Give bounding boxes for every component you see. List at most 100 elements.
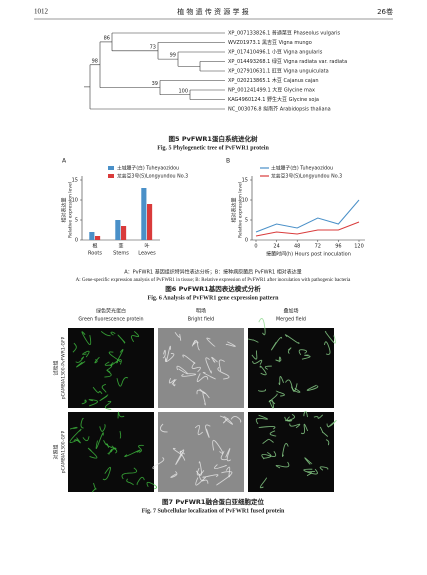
cell-outline	[91, 482, 97, 493]
leaf-label: XP_014493268.1 绿豆 Vigna radiata var. rad…	[228, 58, 347, 65]
leaf-label: XP_007133826.1 普通菜豆 Phaseolus vulgaris	[228, 30, 340, 37]
cell-outline	[303, 468, 318, 475]
cell-outline	[69, 428, 82, 443]
x-tick-label: Stems	[113, 251, 129, 257]
x-tick-label: 叶	[144, 243, 149, 250]
bar	[121, 226, 127, 240]
leaf-label: NP_001241499.1 大豆 Glycine max	[228, 87, 315, 94]
cell-outline	[225, 466, 231, 478]
cell-outline	[73, 437, 81, 444]
cell-outline	[198, 474, 209, 484]
bar	[89, 232, 95, 240]
legend-label: 龙芸豆3号(S)Longyundou No.3	[117, 173, 188, 180]
legend-swatch	[108, 174, 114, 178]
cell-outline	[211, 356, 218, 363]
cell-outline	[298, 349, 308, 356]
cell-outline	[94, 356, 100, 364]
cell-outline	[300, 423, 309, 435]
column-header-en: Merged field	[276, 317, 306, 323]
cell-outline	[106, 443, 118, 454]
cell-outline	[218, 359, 225, 372]
cell-outline	[205, 357, 212, 374]
legend-label: 土城腰子(白) Tuheyaozidou	[271, 165, 333, 172]
y-tick-label: 15	[72, 178, 78, 184]
cell-outline	[121, 467, 138, 480]
cell-outline	[116, 349, 124, 364]
cell-outline	[324, 341, 331, 355]
cell-outline	[196, 468, 205, 476]
bootstrap-value: 100	[178, 88, 188, 94]
cell-outline	[138, 444, 144, 453]
panel-label: B	[226, 158, 230, 165]
cell-outline	[258, 318, 266, 336]
cell-outline	[214, 464, 227, 470]
cell-outline	[259, 477, 268, 489]
cell-outline	[80, 417, 84, 429]
leaf-label: NC_003076.8 拟南芥 Arabidopsis thaliana	[228, 106, 331, 113]
cell-outline	[285, 379, 298, 392]
fig6-caption-en: Fig. 6 Analysis of PvFWR1 gene expressio…	[148, 295, 280, 301]
cell-outline	[217, 367, 230, 380]
cell-outline	[192, 339, 199, 346]
cell-outline	[290, 386, 301, 393]
micrograph	[248, 328, 334, 408]
cell-outline	[319, 426, 329, 437]
cell-outline	[230, 416, 242, 423]
cell-outline	[196, 388, 206, 395]
cell-outline	[194, 424, 203, 436]
cell-outline	[257, 389, 267, 392]
cell-outline	[110, 359, 122, 366]
cell-outline	[251, 350, 258, 360]
x-tick-label: Roots	[88, 251, 102, 257]
cell-outline	[325, 439, 330, 446]
cell-outline	[72, 342, 77, 353]
y-tick-label: 0	[75, 238, 78, 244]
cell-outline	[195, 461, 202, 476]
row-label-en: pCAMBIA1300-GFP	[61, 430, 67, 473]
cell-outline	[306, 384, 319, 391]
cell-outline	[81, 331, 92, 345]
cell-outline	[110, 331, 116, 336]
fig6-note-cn: A：PvFWR1 基因组织特异性表达分析；B：接种病原菌后 PvFWR1 相对表…	[124, 269, 302, 276]
micrograph	[158, 412, 244, 492]
micrograph	[158, 328, 244, 408]
cell-outline	[136, 476, 145, 486]
bootstrap-value: 39	[152, 81, 158, 87]
bootstrap-value: 98	[92, 58, 98, 64]
cell-outline	[264, 365, 272, 370]
y-axis-label-cn: 相对表达量	[61, 197, 68, 222]
x-axis-label: 接菌时间(h) Hours post inoculation	[266, 251, 351, 258]
cell-outline	[100, 330, 111, 337]
cell-outline	[88, 399, 99, 407]
bar	[95, 236, 101, 240]
x-tick-label: 96	[335, 244, 341, 250]
cell-outline	[306, 471, 315, 477]
cell-outline	[75, 356, 85, 363]
cell-outline	[82, 350, 90, 358]
cell-outline	[263, 451, 272, 459]
cell-outline	[275, 356, 282, 363]
cell-outline	[324, 330, 336, 344]
x-tick-label: 120	[354, 244, 364, 250]
bootstrap-value: 86	[104, 35, 110, 41]
cell-outline	[119, 430, 122, 439]
cell-outline	[225, 448, 231, 462]
cell-outline	[104, 369, 112, 378]
cell-outline	[117, 411, 125, 419]
cell-outline	[124, 449, 141, 457]
cell-outline	[116, 377, 129, 387]
panel-label: A	[62, 158, 67, 165]
cell-outline	[270, 336, 283, 351]
cell-outline	[319, 466, 329, 471]
cell-outline	[289, 423, 301, 429]
cell-outline	[104, 400, 112, 410]
x-tick-label: 48	[294, 244, 300, 250]
cell-outline	[101, 383, 107, 393]
cell-outline	[275, 461, 290, 469]
cell-outline	[130, 331, 140, 343]
leaf-label: WVZ01973.1 黑吉豆 Vigna mungo	[228, 39, 312, 46]
y-tick-label: 10	[242, 198, 248, 204]
bootstrap-value: 99	[170, 53, 176, 59]
cell-outline	[195, 476, 206, 486]
